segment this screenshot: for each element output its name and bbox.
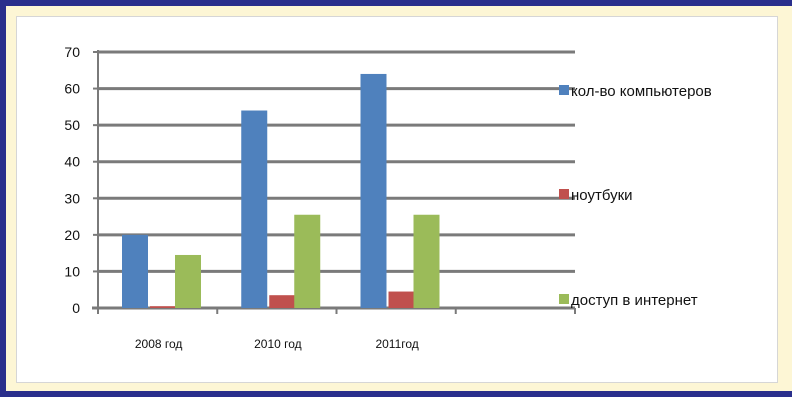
bar xyxy=(269,295,296,308)
y-tick-label: 70 xyxy=(64,44,80,60)
y-tick-label: 0 xyxy=(72,300,80,316)
bar xyxy=(122,234,148,308)
bar xyxy=(388,291,415,308)
y-tick-label: 60 xyxy=(64,81,80,97)
y-tick-label: 20 xyxy=(64,227,80,243)
legend-swatch xyxy=(559,189,569,199)
y-tick-label: 50 xyxy=(64,117,80,133)
bar xyxy=(360,73,387,308)
legend-label: доступ в интернет xyxy=(571,292,698,309)
bar xyxy=(175,254,201,308)
legend-label: ноутбуки xyxy=(571,187,633,204)
bar xyxy=(241,110,268,308)
bar xyxy=(413,214,440,308)
x-category-label: 2008 год xyxy=(135,337,183,351)
y-tick-label: 10 xyxy=(64,263,80,279)
legend-swatch xyxy=(559,294,569,304)
y-tick-label: 30 xyxy=(64,190,80,206)
x-category-label: 2011год xyxy=(375,337,418,351)
bar xyxy=(150,306,176,308)
legend-swatch xyxy=(559,85,569,95)
y-tick-label: 40 xyxy=(64,154,80,170)
bar xyxy=(294,214,321,308)
x-category-label: 2010 год xyxy=(254,337,302,351)
legend-label: кол-во компьютеров xyxy=(571,83,712,100)
